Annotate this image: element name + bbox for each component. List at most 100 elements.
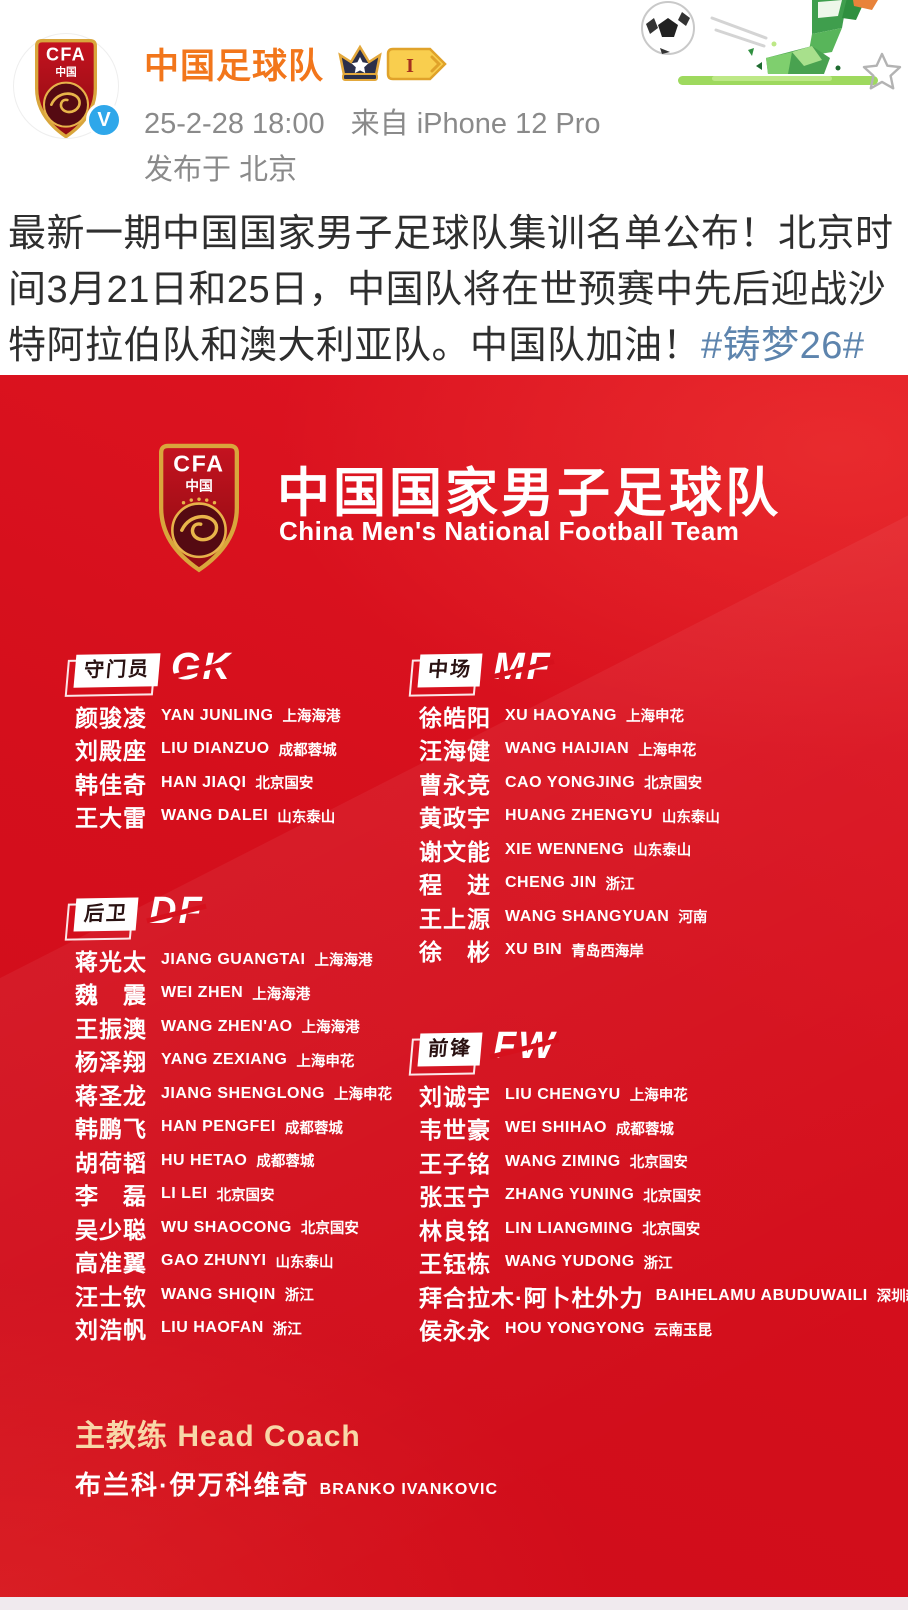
head-coach-label: 主教练 Head Coach	[75, 1420, 361, 1453]
player-pinyin: WEI ZHEN	[161, 984, 244, 1002]
player-pinyin: CHENG JIN	[505, 874, 597, 892]
player-club: 上海海港	[301, 1020, 360, 1037]
player-pinyin: WANG SHANGYUAN	[505, 907, 670, 925]
hashtag-link[interactable]: #铸梦26#	[701, 325, 865, 367]
player-club: 青岛西海岸	[571, 943, 644, 960]
account-name[interactable]: 中国足球队	[144, 47, 325, 86]
post-source[interactable]: 来自 iPhone 12 Pro	[350, 108, 601, 140]
player-row: 王上源 WANG SHANGYUAN 河南	[419, 900, 720, 934]
player-pinyin: WANG ZIMING	[505, 1152, 621, 1170]
player-name: 徐皓阳	[419, 704, 491, 731]
player-row: 胡荷韬 HU HETAO 成都蓉城	[75, 1144, 392, 1178]
player-row: 程 进 CHENG JIN 浙江	[419, 867, 720, 901]
section-header: 中场 MF	[417, 648, 720, 688]
section-label-en: MF	[493, 646, 552, 688]
player-name: 黄政宇	[419, 805, 491, 832]
section-label-cn: 中场	[427, 658, 474, 681]
player-club: 北京国安	[216, 1187, 275, 1204]
player-row: 韦世豪 WEI SHIHAO 成都蓉城	[419, 1112, 908, 1146]
player-name: 程 进	[419, 872, 491, 899]
player-pinyin: WANG HAIJIAN	[505, 740, 630, 758]
player-club: 成都蓉城	[278, 742, 337, 759]
player-row: 刘诚宇 LIU CHENGYU 上海申花	[419, 1078, 908, 1112]
avatar[interactable]: CFA 中国 V	[14, 34, 122, 138]
player-row: 侯永永 HOU YONGYONG 云南玉昆	[419, 1313, 908, 1347]
player-name: 谢文能	[419, 838, 491, 865]
player-club: 山东泰山	[277, 809, 336, 826]
player-pinyin: ZHANG YUNING	[505, 1186, 635, 1204]
cfa-crest-icon: CFA 中国	[35, 39, 97, 138]
squad-poster-image[interactable]: CFA 中国 中国国家男子足球队 China Men's National Fo…	[0, 375, 908, 1597]
player-name: 韩鹏飞	[75, 1116, 147, 1143]
player-club: 北京国安	[644, 776, 703, 793]
section-header: 后卫 DF	[73, 892, 392, 932]
player-row: 高准翼 GAO ZHUNYI 山东泰山	[75, 1245, 392, 1279]
player-name: 王大雷	[75, 805, 147, 832]
player-name: 曹永竞	[419, 771, 491, 798]
player-pinyin: JIANG SHENGLONG	[161, 1084, 325, 1102]
player-club: 上海申花	[296, 1053, 355, 1070]
player-pinyin: WANG ZHEN'AO	[161, 1017, 293, 1035]
player-club: 上海申花	[625, 709, 684, 726]
player-club: 上海申花	[333, 1087, 392, 1104]
player-row: 李 磊 LI LEI 北京国安	[75, 1178, 392, 1212]
player-name: 拜合拉木·阿卜杜外力	[419, 1284, 644, 1311]
player-row: 谢文能 XIE WENNENG 山东泰山	[419, 833, 720, 867]
player-row: 张玉宁 ZHANG YUNING 北京国安	[419, 1179, 908, 1213]
player-row: 徐 彬 XU BIN 青岛西海岸	[419, 934, 720, 968]
player-club: 上海海港	[314, 953, 373, 970]
player-pinyin: CAO YONGJING	[505, 773, 636, 791]
player-row: 拜合拉木·阿卜杜外力 BAIHELAMU ABUDUWAILI 深圳新鹏城	[419, 1279, 908, 1313]
post-location: 发布于 北京	[144, 154, 298, 186]
player-club: 深圳新鹏城	[876, 1289, 908, 1306]
favorite-star-icon[interactable]	[860, 50, 904, 94]
player-club: 成都蓉城	[256, 1154, 315, 1171]
player-pinyin: LIU HAOFAN	[161, 1319, 264, 1337]
player-name: 王子铭	[419, 1150, 491, 1177]
player-name: 魏 震	[75, 982, 147, 1009]
player-name: 胡荷韬	[75, 1149, 147, 1176]
svg-text:中国: 中国	[185, 478, 213, 494]
verified-badge-icon: V	[86, 102, 122, 138]
player-club: 浙江	[643, 1255, 673, 1272]
player-name: 刘浩帆	[75, 1317, 147, 1344]
section-midfielders: 中场 MF 徐皓阳 XU HAOYANG 上海申花 汪海健 WANG HAIJI…	[417, 648, 720, 968]
player-club: 山东泰山	[661, 809, 720, 826]
post-header: CFA 中国 V 中国足球队 I 25-2-28 18:00 来自 iPhone…	[0, 0, 908, 205]
vip-badges[interactable]: I	[336, 43, 448, 85]
page-bottom-strip	[0, 1597, 908, 1610]
player-name: 王上源	[419, 905, 491, 932]
player-row: 王振澳 WANG ZHEN'AO 上海海港	[75, 1010, 392, 1044]
player-row: 杨泽翔 YANG ZEXIANG 上海申花	[75, 1044, 392, 1078]
player-pinyin: HU HETAO	[161, 1151, 248, 1169]
player-pinyin: WEI SHIHAO	[505, 1119, 607, 1137]
player-pinyin: WANG SHIQIN	[161, 1285, 276, 1303]
player-name: 徐 彬	[419, 939, 491, 966]
player-pinyin: LI LEI	[161, 1185, 208, 1203]
player-club: 浙江	[284, 1288, 314, 1305]
player-pinyin: WANG DALEI	[161, 807, 269, 825]
crown-icon	[338, 44, 382, 81]
svg-text:CFA: CFA	[173, 451, 225, 477]
player-pinyin: XU HAOYANG	[505, 706, 617, 724]
player-pinyin: XIE WENNENG	[505, 840, 625, 858]
svg-text:中国: 中国	[55, 65, 76, 78]
section-header: 守门员 GK	[73, 648, 340, 688]
player-name: 汪海健	[419, 738, 491, 765]
player-pinyin: YANG ZEXIANG	[161, 1051, 288, 1069]
player-pinyin: YAN JUNLING	[161, 706, 274, 724]
player-club: 浙江	[605, 876, 635, 893]
player-row: 汪士钦 WANG SHIQIN 浙江	[75, 1278, 392, 1312]
post-body: 最新一期中国国家男子足球队集训名单公布！北京时间3月21日和25日，中国队将在世…	[8, 213, 894, 367]
section-header: 前锋 FW	[417, 1027, 908, 1067]
player-club: 北京国安	[300, 1221, 359, 1238]
player-row: 黄政宇 HUANG ZHENGYU 山东泰山	[419, 800, 720, 834]
player-row: 刘殿座 LIU DIANZUO 成都蓉城	[75, 733, 340, 767]
player-club: 上海申花	[638, 742, 697, 759]
section-label-cn: 守门员	[83, 657, 152, 682]
poster-title: 中国国家男子足球队	[277, 464, 781, 523]
player-pinyin: LIU CHENGYU	[505, 1085, 621, 1103]
vip-level-tag-icon: I	[386, 47, 447, 80]
section-label-en: FW	[493, 1025, 557, 1067]
player-pinyin: LIN LIANGMING	[505, 1219, 634, 1237]
